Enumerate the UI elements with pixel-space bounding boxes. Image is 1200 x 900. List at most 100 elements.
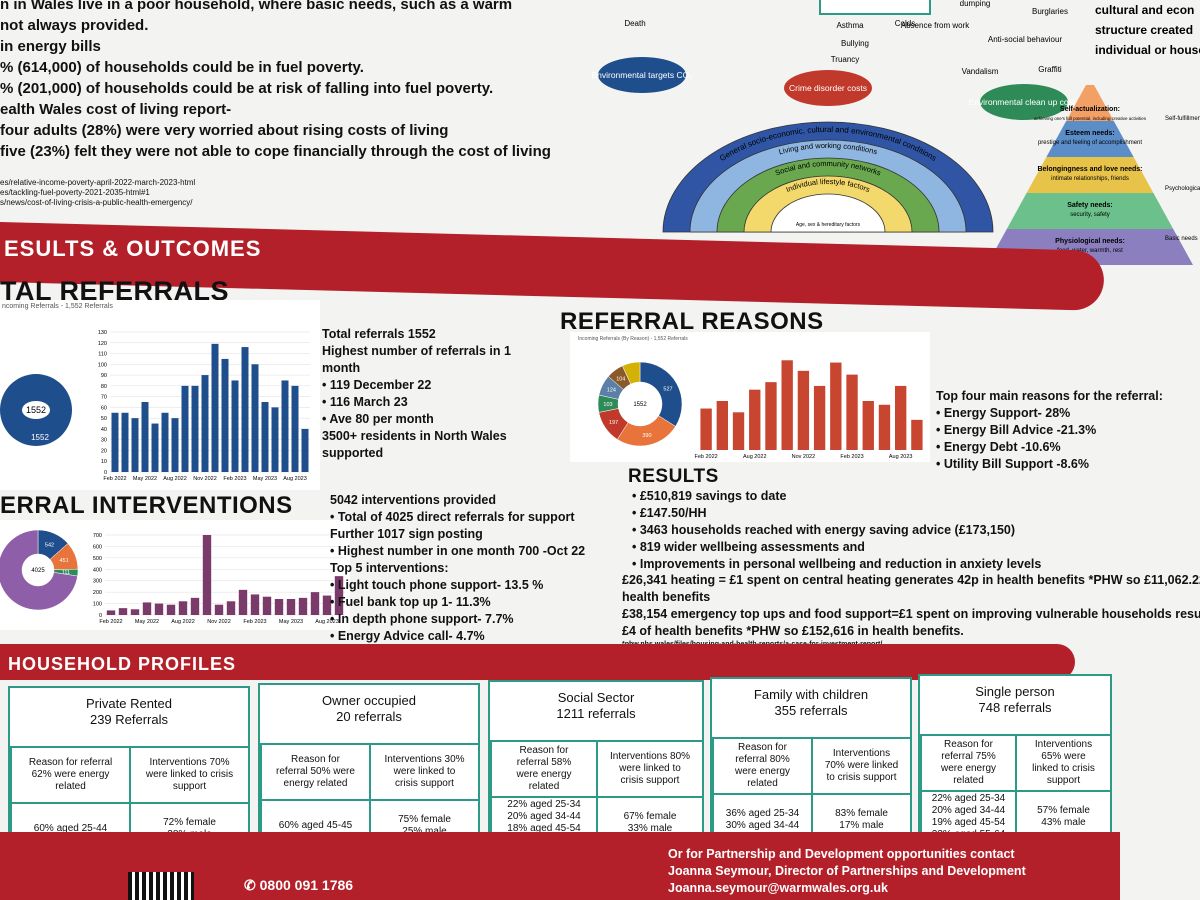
pyramid-title: Esteem needs: [1065, 130, 1114, 137]
results-list: • £510,819 savings to date • £147.50/HH • … [632, 488, 1041, 573]
reason-item: • Utility Bill Support -8.6% [936, 457, 1089, 471]
x-tick-label: Feb 2022 [694, 454, 717, 460]
reasons-heading: Top four main reasons for the referral: [936, 389, 1163, 403]
result-item: • £147.50/HH [632, 506, 707, 520]
intervention-line: • Total of 4025 direct referrals for sup… [330, 510, 575, 524]
pyramid-title: Self-actualization: [1060, 106, 1120, 113]
bar [274, 599, 284, 615]
interventions-title: ERRAL INTERVENTIONS [0, 492, 293, 519]
x-tick-label: Aug 2022 [743, 454, 767, 460]
intro-line: n in Wales live in a poor household, whe… [0, 0, 513, 13]
donut-center: 1552 [26, 405, 46, 415]
bar [121, 412, 129, 472]
total-donut-hole [22, 401, 50, 419]
profile-title: Private Rented 239 Referrals [10, 696, 248, 728]
bar [878, 404, 891, 450]
profile-card: Owner occupied 20 referrals Reason for ref… [258, 683, 480, 853]
reason-item: • Energy Support- 28% [936, 406, 1071, 420]
bar [221, 358, 229, 472]
reason-item: • Energy Bill Advice -21.3% [936, 423, 1097, 437]
pyramid-text: prestige and feeling of accomplishment [1038, 140, 1142, 146]
bar [106, 610, 116, 615]
reason-item: • Energy Debt -10.6% [936, 440, 1061, 454]
references: es/relative-income-poverty-april-2022-ma… [0, 178, 195, 208]
y-tick-label: 100 [98, 362, 107, 368]
pyramid-side: Psychological needs [1165, 186, 1200, 192]
y-tick-label: 80 [101, 384, 107, 390]
intervention-line: • Energy Advice call- 4.7% [330, 629, 485, 643]
profile-reason: Reason for referral 75% were energy rela… [920, 734, 1017, 792]
bar [171, 418, 179, 472]
chart-caption: Incoming Referrals (By Reason) - 1,552 R… [578, 336, 688, 342]
profile-count: 20 referrals [336, 709, 402, 724]
bar [271, 407, 279, 472]
bar [131, 418, 139, 472]
donut-slice [622, 361, 641, 385]
result-item: • Improvements in personal wellbeing and… [632, 557, 1042, 571]
pyramid-text: intimate relationships, friends [1051, 176, 1129, 182]
result-item: • £510,819 savings to date [632, 489, 787, 503]
x-tick-label: May 2022 [133, 476, 157, 482]
intervention-line: Further 1017 sign posting [330, 527, 483, 541]
x-tick-label: May 2023 [253, 476, 277, 482]
slice-label: 390 [642, 433, 651, 439]
reference-line: s/news/cost-of-living-crisis-a-public-he… [0, 198, 193, 207]
result-item: • 3463 households reached with energy sa… [632, 523, 1016, 537]
donut-label: 1552 [31, 433, 49, 442]
slice-label: 542 [45, 542, 54, 548]
bubble-label: Environmental clean up costs [968, 97, 1079, 107]
profile-card: Private Rented 239 Referrals Reason for re… [8, 686, 250, 856]
summary-line: month [322, 361, 361, 375]
bar [191, 385, 199, 472]
bar [250, 594, 260, 615]
bar [251, 364, 259, 472]
phone: ✆ 0800 091 1786 [244, 877, 354, 893]
intervention-line: 5042 interventions provided [330, 493, 497, 507]
bar [214, 604, 224, 615]
diagram-label: Anti-social behaviour [988, 35, 1063, 44]
bar [151, 423, 159, 472]
bar [211, 343, 219, 472]
donut-slice [0, 529, 78, 611]
y-tick-label: 90 [101, 373, 107, 379]
diagram-label: Truancy [831, 55, 860, 64]
bubble-label: Crime disorder costs [789, 83, 867, 93]
pyramid-level [1006, 193, 1174, 229]
top-right-text: individual or house [1095, 43, 1200, 57]
x-tick-label: Aug 2023 [889, 454, 913, 460]
bar [201, 375, 209, 472]
y-tick-label: 700 [93, 533, 102, 539]
reference-line: es/tackling-fuel-poverty-2021-2035-html#… [0, 188, 150, 197]
slice-label: 124 [607, 388, 616, 394]
reasons-title: REFERRAL REASONS [560, 308, 824, 335]
y-tick-label: 20 [101, 448, 107, 454]
intro-line: in energy bills [0, 38, 101, 55]
y-tick-label: 120 [98, 341, 107, 347]
gender-line: 57% female [1037, 805, 1090, 816]
contact-line: Joanna.seymour@warmwales.org.uk [668, 881, 888, 895]
bar [310, 592, 320, 615]
profile-count: 239 Referrals [89, 712, 169, 727]
results-title: RESULTS [628, 466, 719, 487]
profile-name: Family with children [753, 687, 869, 702]
contact-line: Or for Partnership and Development oppor… [668, 847, 1015, 861]
intro-line: not always provided. [0, 17, 149, 34]
interventions-chart: 542 451 111 4025 0 100 200 300 400 500 600 700 Feb 2… [0, 520, 350, 630]
bar [895, 385, 907, 450]
pyramid-level [1066, 85, 1114, 121]
age-line: 30% aged 34-44 [725, 820, 800, 831]
summary-line: 3500+ residents in North Wales [322, 429, 507, 443]
y-tick-label: 300 [93, 579, 102, 585]
slice-label: 111 [62, 570, 70, 576]
donut-center: 4025 [31, 568, 45, 574]
note-line: health benefits [622, 590, 711, 604]
bar [262, 596, 272, 615]
age-line: 20% aged 34-44 [507, 811, 581, 822]
bubble-label: Environmental targets CO₂ [591, 70, 692, 80]
summary-line: • 116 March 23 [322, 395, 408, 409]
intervention-line: • Highest number in one month 700 -Oct 2… [330, 544, 586, 558]
bar [732, 412, 745, 450]
bar [178, 601, 188, 615]
profiles-title: HOUSEHOLD PROFILES [8, 654, 237, 674]
slice-label: 527 [663, 387, 672, 393]
